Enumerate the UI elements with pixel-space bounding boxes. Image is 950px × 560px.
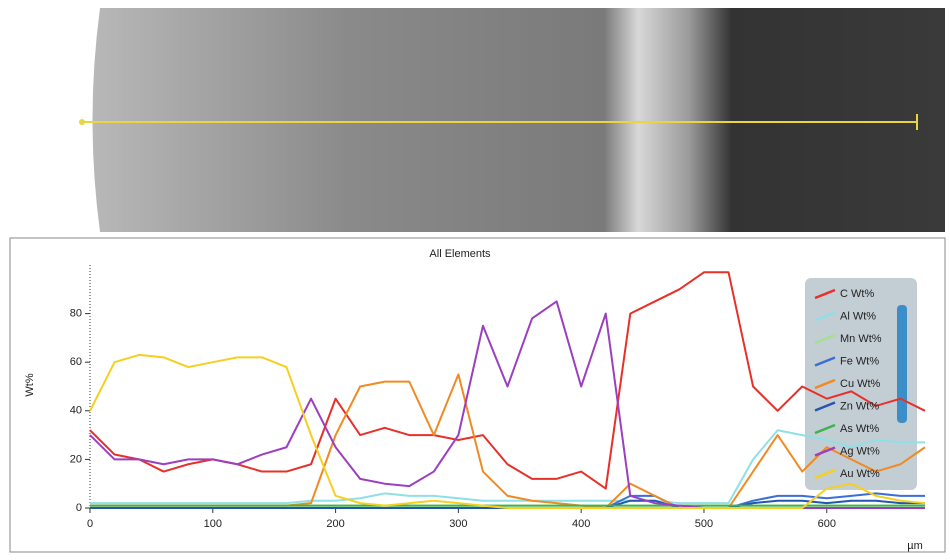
legend-box (805, 278, 917, 490)
y-tick-label: 20 (70, 453, 82, 465)
series-line (89, 353, 926, 509)
legend-swatch (814, 446, 836, 457)
x-tick-label: 600 (818, 518, 836, 530)
y-tick-label: 40 (70, 405, 82, 417)
legend-scrollbar[interactable] (897, 305, 907, 423)
y-tick-label: 60 (70, 356, 82, 368)
y-tick-label: 80 (70, 308, 82, 320)
legend-label: As Wt% (840, 423, 879, 435)
legend-label: C Wt% (840, 288, 874, 300)
legend-swatch (814, 288, 836, 300)
y-axis-label: Wt% (24, 373, 36, 396)
x-tick-label: 0 (87, 518, 93, 530)
x-tick-label: 200 (326, 518, 344, 530)
legend-swatch (814, 401, 836, 412)
legend-swatch (814, 311, 836, 322)
x-axis-label: µm (907, 540, 923, 552)
y-tick-label: 0 (76, 502, 82, 514)
legend-swatch (814, 356, 836, 367)
legend-swatch (814, 378, 836, 390)
x-tick-label: 100 (204, 518, 222, 530)
x-tick-label: 400 (572, 518, 590, 530)
scan-start (79, 119, 85, 125)
legend-label: Fe Wt% (840, 355, 879, 367)
x-tick-label: 300 (449, 518, 467, 530)
chart-title: All Elements (429, 248, 491, 260)
legend-label: Ag Wt% (840, 445, 880, 457)
legend-label: Al Wt% (840, 310, 876, 322)
legend-label: Zn Wt% (840, 400, 879, 412)
micrograph (92, 8, 945, 232)
series-line (90, 429, 925, 505)
legend-swatch (814, 468, 836, 480)
x-tick-label: 500 (695, 518, 713, 530)
legend-label: Cu Wt% (840, 378, 881, 390)
legend-swatch (814, 423, 836, 435)
legend-label: Au Wt% (840, 468, 880, 480)
legend-swatch (814, 333, 836, 345)
legend-label: Mn Wt% (840, 333, 882, 345)
